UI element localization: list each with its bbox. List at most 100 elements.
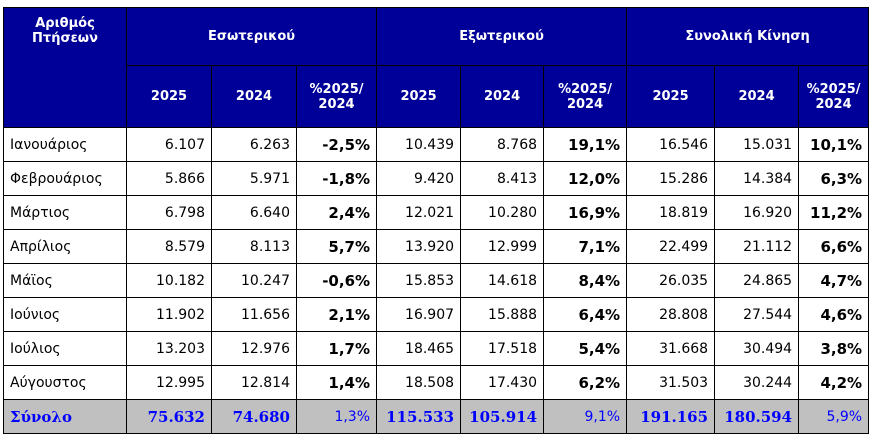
- domestic-2025-cell: 6.798: [126, 195, 212, 230]
- domestic-2025-cell: 10.182: [126, 263, 212, 298]
- domestic-2024-cell: 6.263: [211, 127, 297, 162]
- domestic-change-cell: 1,4%: [295, 365, 378, 400]
- month-cell: Μάρτιος: [3, 195, 127, 230]
- total-2025-cell: 31.503: [626, 365, 716, 400]
- international-2024-cell: 8.768: [460, 127, 545, 162]
- international-change-cell: 16,9%: [543, 195, 628, 230]
- domestic-2024-cell: 5.971: [211, 161, 297, 196]
- total-international-2025-cell: 115.533: [376, 399, 462, 434]
- total-change-cell: 6,6%: [798, 229, 870, 264]
- total-2025-cell: 16.546: [626, 127, 716, 162]
- total-2025-cell: 31.668: [626, 331, 716, 366]
- domestic-change-cell: -1,8%: [295, 161, 378, 196]
- month-cell: Ιανουάριος: [3, 127, 127, 162]
- domestic-2025-cell: 12.995: [126, 365, 212, 400]
- subheader-year-current: 2025: [376, 65, 462, 128]
- international-2024-cell: 17.430: [460, 365, 545, 400]
- domestic-change-cell: -0,6%: [295, 263, 378, 298]
- table-row: Μάϊος 10.182 10.247 -0,6% 15.853 14.618 8,4% 26…: [3, 263, 870, 298]
- international-2025-cell: 18.465: [376, 331, 462, 366]
- total-2025-cell: 18.819: [626, 195, 716, 230]
- international-change-cell: 8,4%: [543, 263, 628, 298]
- international-2024-cell: 12.999: [460, 229, 545, 264]
- total-domestic-change-cell: 1,3%: [295, 399, 378, 434]
- month-cell: Μάϊος: [3, 263, 127, 298]
- table-row: Φεβρουάριος 5.866 5.971 -1,8% 9.420 8.413 12,0…: [3, 161, 870, 196]
- month-cell: Φεβρουάριος: [3, 161, 127, 196]
- domestic-2025-cell: 8.579: [126, 229, 212, 264]
- international-change-cell: 12,0%: [543, 161, 628, 196]
- table-row: Μάρτιος 6.798 6.640 2,4% 12.021 10.280 16,9% 18…: [3, 195, 870, 230]
- international-2024-cell: 8.413: [460, 161, 545, 196]
- international-2025-cell: 18.508: [376, 365, 462, 400]
- subheader-change: %2025/2024: [295, 65, 378, 128]
- international-2024-cell: 10.280: [460, 195, 545, 230]
- total-international-change-cell: 9,1%: [543, 399, 628, 434]
- subheader-year-previous: 2024: [714, 65, 800, 128]
- subheader-change: %2025/2024: [543, 65, 628, 128]
- month-cell: Ιούνιος: [3, 297, 127, 332]
- table-row: Ιούνιος 11.902 11.656 2,1% 16.907 15.888 6,4% 2…: [3, 297, 870, 332]
- month-cell: Αύγουστος: [3, 365, 127, 400]
- group-header-domestic: Εσωτερικού: [125, 7, 378, 66]
- domestic-change-cell: 5,7%: [295, 229, 378, 264]
- total-change-cell: 3,8%: [798, 331, 870, 366]
- total-change-cell: 4,2%: [798, 365, 870, 400]
- total-change-cell: 4,7%: [798, 263, 870, 298]
- total-2024-cell: 14.384: [714, 161, 800, 196]
- total-2024-cell: 16.920: [714, 195, 800, 230]
- international-change-cell: 6,4%: [543, 297, 628, 332]
- domestic-2024-cell: 12.976: [211, 331, 297, 366]
- header-row-years: 2025 2024 %2025/2024 2025 2024 %2025/202…: [4, 65, 870, 128]
- domestic-change-cell: 1,7%: [295, 331, 378, 366]
- international-2025-cell: 13.920: [376, 229, 462, 264]
- total-international-2024-cell: 105.914: [460, 399, 545, 434]
- total-row: Σύνολο 75.632 74.680 1,3% 115.533 105.914 9,1…: [3, 399, 870, 434]
- domestic-change-cell: -2,5%: [295, 127, 378, 162]
- domestic-2024-cell: 12.814: [211, 365, 297, 400]
- international-2025-cell: 9.420: [376, 161, 462, 196]
- total-2024-cell: 27.544: [714, 297, 800, 332]
- domestic-2024-cell: 10.247: [211, 263, 297, 298]
- total-2024-cell: 30.494: [714, 331, 800, 366]
- total-change-cell: 11,2%: [798, 195, 870, 230]
- international-2024-cell: 17.518: [460, 331, 545, 366]
- table-row: Ιανουάριος 6.107 6.263 -2,5% 10.439 8.768 19,1…: [3, 127, 870, 162]
- international-change-cell: 7,1%: [543, 229, 628, 264]
- domestic-change-cell: 2,4%: [295, 195, 378, 230]
- total-total-2025-cell: 191.165: [626, 399, 716, 434]
- group-header-total: Συνολική Κίνηση: [626, 7, 870, 66]
- subheader-year-previous: 2024: [211, 65, 297, 128]
- table-body: Ιανουάριος 6.107 6.263 -2,5% 10.439 8.768 19,1…: [3, 127, 870, 400]
- table-row: Αύγουστος 12.995 12.814 1,4% 18.508 17.430 6,2…: [3, 365, 870, 400]
- international-2024-cell: 14.618: [460, 263, 545, 298]
- group-header-international: Εξωτερικού: [376, 7, 628, 66]
- international-change-cell: 6,2%: [543, 365, 628, 400]
- domestic-2024-cell: 11.656: [211, 297, 297, 332]
- international-2024-cell: 15.888: [460, 297, 545, 332]
- subheader-year-current: 2025: [126, 65, 212, 128]
- total-total-change-cell: 5,9%: [798, 399, 870, 434]
- table-footer: Σύνολο 75.632 74.680 1,3% 115.533 105.914 9,1…: [3, 399, 870, 434]
- subheader-year-previous: 2024: [460, 65, 545, 128]
- flights-table: Αριθμός Πτήσεων Εσωτερικού Εξωτερικού Συ…: [3, 7, 870, 434]
- subheader-change: %2025/2024: [798, 65, 870, 128]
- domestic-change-cell: 2,1%: [295, 297, 378, 332]
- table-row: Απρίλιος 8.579 8.113 5,7% 13.920 12.999 7,1% 22…: [3, 229, 870, 264]
- total-change-cell: 10,1%: [798, 127, 870, 162]
- total-2024-cell: 30.244: [714, 365, 800, 400]
- international-change-cell: 19,1%: [543, 127, 628, 162]
- international-2025-cell: 12.021: [376, 195, 462, 230]
- total-label: Σύνολο: [3, 399, 127, 434]
- total-2025-cell: 26.035: [626, 263, 716, 298]
- domestic-2024-cell: 8.113: [211, 229, 297, 264]
- corner-label-line1: Αριθμός: [35, 16, 95, 31]
- corner-header: Αριθμός Πτήσεων: [3, 7, 127, 128]
- total-2024-cell: 15.031: [714, 127, 800, 162]
- total-domestic-2024-cell: 74.680: [211, 399, 297, 434]
- total-domestic-2025-cell: 75.632: [126, 399, 212, 434]
- total-2024-cell: 21.112: [714, 229, 800, 264]
- international-2025-cell: 16.907: [376, 297, 462, 332]
- international-change-cell: 5,4%: [543, 331, 628, 366]
- header-row-groups: Αριθμός Πτήσεων Εσωτερικού Εξωτερικού Συ…: [3, 7, 870, 128]
